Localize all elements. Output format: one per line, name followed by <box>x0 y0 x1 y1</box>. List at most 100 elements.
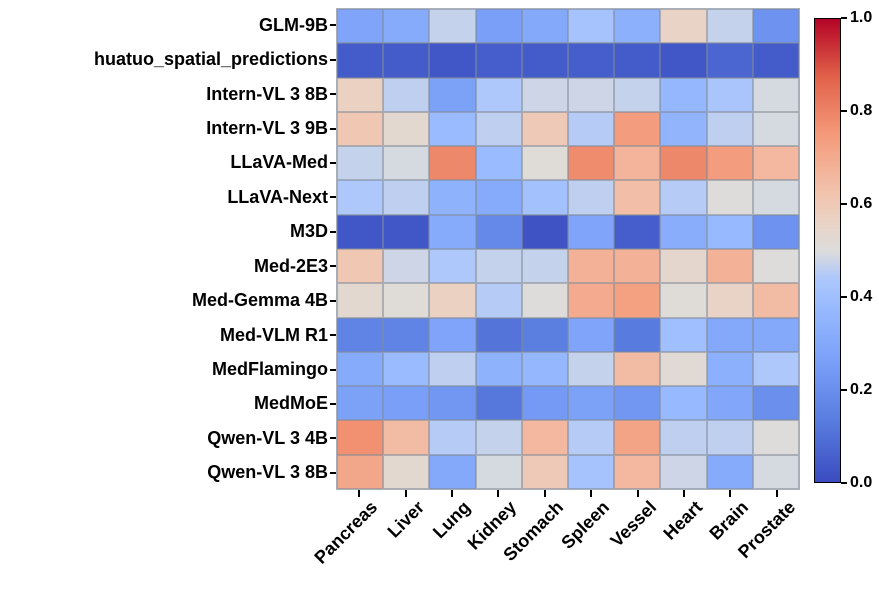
y-axis-tick <box>330 299 336 302</box>
heatmap-cell <box>614 386 661 421</box>
heatmap-cell <box>383 248 430 284</box>
y-tick-label: Qwen-VL 3 8B <box>0 456 328 490</box>
heatmap-cell <box>383 180 430 215</box>
heatmap-cell <box>521 180 568 215</box>
organ-name: Vessel <box>605 497 660 551</box>
colorbar-tick <box>841 296 847 298</box>
heatmap-cell <box>568 146 615 181</box>
heatmap-cell <box>752 214 799 249</box>
heatmap-cell <box>752 180 799 215</box>
x-axis-tick <box>683 490 685 497</box>
y-tick-label: M3D <box>0 215 328 249</box>
heatmap-cell <box>568 454 615 489</box>
y-axis-tick <box>330 471 336 474</box>
y-tick-label: LLaVA-Med <box>0 146 328 180</box>
heatmap-cell <box>429 351 476 387</box>
heatmap-cell <box>614 248 661 284</box>
model-name: GLM-9B <box>259 14 328 35</box>
heatmap-cell <box>660 351 707 387</box>
x-axis-tick <box>451 490 453 497</box>
heatmap-cell <box>660 146 707 181</box>
colorbar-tick <box>841 203 847 205</box>
colorbar <box>814 18 841 483</box>
heatmap-cell <box>337 9 384 44</box>
x-axis-tick <box>404 490 407 497</box>
heatmap-cell <box>337 146 384 181</box>
heatmap-cell <box>383 146 430 181</box>
heatmap-cell <box>337 77 384 112</box>
heatmap-cell <box>429 454 476 489</box>
heatmap-cell <box>475 351 522 387</box>
heatmap-cell <box>429 146 476 181</box>
heatmap-cell <box>383 420 430 455</box>
model-name: MedMoE <box>254 393 328 414</box>
heatmap-cell <box>752 9 799 44</box>
heatmap-cell <box>568 180 615 215</box>
x-axis-tick <box>729 490 732 497</box>
heatmap-cell <box>475 43 522 78</box>
heatmap-cell <box>475 317 522 352</box>
heatmap-cell <box>475 283 522 318</box>
colorbar-tick-label: 0.2 <box>850 381 873 398</box>
y-tick-label: Med-VLM R1 <box>0 318 328 352</box>
heatmap-cell <box>706 43 753 78</box>
model-name: huatuo_spatial_predictions <box>93 49 328 70</box>
heatmap-cell <box>383 386 430 421</box>
heatmap-cell <box>521 283 568 318</box>
heatmap-cell <box>752 454 799 489</box>
heatmap-cell <box>660 386 707 421</box>
heatmap-cell <box>429 180 476 215</box>
heatmap-cell <box>752 420 799 455</box>
heatmap-cell <box>521 9 568 44</box>
heatmap-cell <box>568 283 615 318</box>
y-axis-tick <box>330 127 336 130</box>
heatmap-cell <box>752 283 799 318</box>
heatmap-cell <box>568 420 615 455</box>
heatmap-cell <box>337 248 384 284</box>
y-tick-label: Intern-VL 3 9B <box>0 111 328 145</box>
heatmap-cell <box>706 180 753 215</box>
heatmap-cell <box>660 111 707 147</box>
heatmap-cell <box>475 111 522 147</box>
model-name: Med-VLM R1 <box>220 324 328 345</box>
heatmap-cell <box>521 43 568 78</box>
heatmap-cell <box>521 317 568 352</box>
heatmap-cell <box>614 214 661 249</box>
heatmap-cell <box>429 77 476 112</box>
heatmap-cell <box>521 454 568 489</box>
heatmap-cell <box>475 9 522 44</box>
heatmap-cell <box>337 43 384 78</box>
heatmap-cell <box>383 111 430 147</box>
heatmap-cell <box>475 454 522 489</box>
heatmap-cell <box>706 77 753 112</box>
y-tick-label: LLaVA-Next <box>0 180 328 214</box>
heatmap-cell <box>429 248 476 284</box>
y-axis-tick <box>330 93 336 96</box>
heatmap-cell <box>706 317 753 352</box>
heatmap-cell <box>660 9 707 44</box>
colorbar-tick <box>841 389 847 391</box>
x-axis-tick <box>775 490 778 497</box>
organ-name: Spleen <box>557 497 614 553</box>
heatmap-cell <box>752 43 799 78</box>
x-axis-tick <box>543 490 546 497</box>
heatmap-cell <box>660 454 707 489</box>
heatmap-cell <box>521 214 568 249</box>
heatmap-grid <box>336 8 800 490</box>
x-axis-tick <box>590 490 593 497</box>
y-axis-tick <box>330 368 336 371</box>
heatmap-cell <box>614 454 661 489</box>
colorbar-tick-label: 0.0 <box>850 474 873 491</box>
heatmap-cell <box>614 9 661 44</box>
heatmap-cell <box>337 386 384 421</box>
heatmap-cell <box>475 146 522 181</box>
heatmap-cell <box>660 180 707 215</box>
heatmap-cell <box>568 351 615 387</box>
y-axis-tick <box>330 334 336 337</box>
model-name: Qwen-VL 3 8B <box>207 462 328 483</box>
heatmap-cell <box>660 283 707 318</box>
colorbar-tick <box>841 17 847 19</box>
y-axis-tick <box>330 265 336 268</box>
heatmap-cell <box>429 43 476 78</box>
